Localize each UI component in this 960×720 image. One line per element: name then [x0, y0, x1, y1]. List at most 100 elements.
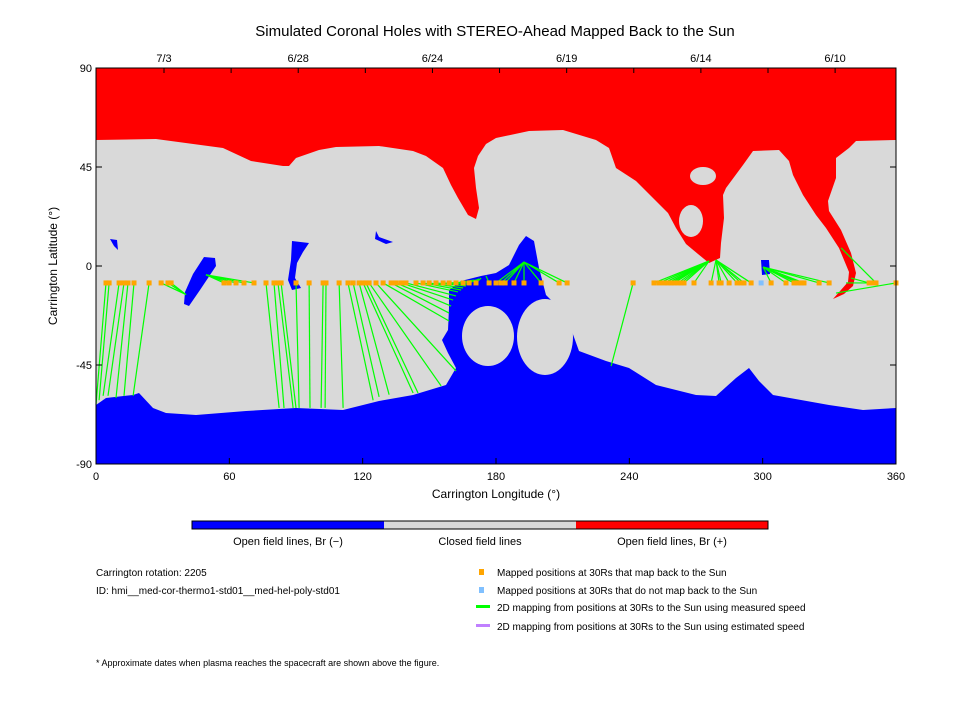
x-tick-label: 180: [487, 471, 505, 483]
mapped-point: [521, 280, 527, 286]
measured-mapping-line: [362, 282, 414, 394]
mapped-point: [350, 280, 356, 286]
mapped-point: [393, 280, 399, 286]
mapping-lines: [95, 247, 897, 408]
mapped-point: [795, 280, 801, 286]
mapped-point: [433, 280, 439, 286]
mapped-point: [306, 280, 312, 286]
date-label: 6/10: [824, 53, 845, 65]
mapped-point: [275, 280, 281, 286]
mapped-point: [366, 280, 372, 286]
mapped-point: [460, 280, 466, 286]
measured-mapping-line: [123, 282, 135, 396]
measured-mapping-line: [715, 259, 745, 284]
mapped-point: [651, 280, 657, 286]
measured-mapping-line: [132, 282, 150, 396]
mapped-point: [681, 280, 687, 286]
legend-mapped-marker: [479, 569, 484, 575]
date-label: 6/28: [288, 53, 309, 65]
mapped-point: [668, 280, 674, 286]
mapped-point: [241, 280, 247, 286]
mapped-point: [473, 280, 479, 286]
measured-mapping-line: [365, 282, 419, 394]
model-id: ID: hmi__med-cor-thermo1-std01__med-hel-…: [96, 586, 340, 597]
mapped-point: [466, 280, 472, 286]
mapped-point: [221, 280, 227, 286]
legend-measured-label: 2D mapping from positions at 30Rs to the…: [497, 603, 806, 614]
footnote: * Approximate dates when plasma reaches …: [96, 658, 439, 668]
coronal-hole-small-2: [288, 241, 309, 290]
mapped-point: [741, 280, 747, 286]
mapped-point: [486, 280, 492, 286]
measured-mapping-line: [523, 261, 542, 284]
mapped-point: [691, 280, 697, 286]
colorbar: Open field lines, Br (−) Closed field li…: [191, 520, 769, 548]
y-tick-label: -90: [76, 459, 92, 471]
mapped-point: [564, 280, 570, 286]
date-label: 6/24: [422, 53, 443, 65]
mapped-point: [665, 280, 671, 286]
coronal-hole-small-1: [110, 239, 118, 250]
mapped-point: [502, 280, 508, 286]
legend-estimated-label: 2D mapping from positions at 30Rs to the…: [497, 622, 804, 633]
date-label: 6/14: [690, 53, 711, 65]
mapped-point: [363, 280, 369, 286]
mapped-point: [278, 280, 284, 286]
colorbar-frame: [191, 520, 769, 530]
measured-mapping-line: [375, 282, 457, 372]
coronal-hole-streak: [375, 231, 393, 244]
y-tick-label: 0: [86, 261, 92, 273]
mapped-point: [426, 280, 432, 286]
mapped-point: [373, 280, 379, 286]
colorbar-open-positive: [576, 521, 768, 529]
mapped-point: [726, 280, 732, 286]
legend-mapped-label: Mapped positions at 30Rs that map back t…: [497, 568, 727, 579]
mapped-point: [380, 280, 386, 286]
colorbar-closed: [384, 521, 576, 529]
carrington-rotation: Carrington rotation: 2205: [96, 568, 207, 579]
measured-mapping-line: [835, 282, 897, 294]
measured-mapping-line: [295, 282, 300, 408]
measured-mapping-line: [338, 282, 344, 408]
mapped-point: [816, 280, 822, 286]
measured-mapping-line: [683, 260, 710, 284]
chart-title: Simulated Coronal Holes with STEREO-Ahea…: [255, 23, 734, 40]
y-axis-label: Carrington Latitude (°): [46, 207, 60, 325]
mapped-point: [511, 280, 517, 286]
measured-mapping-line: [840, 247, 877, 284]
mapped-point: [226, 280, 232, 286]
mapped-point: [116, 280, 122, 286]
measured-mapping-line: [762, 266, 787, 284]
measured-mapping-line: [610, 282, 634, 367]
y-tick-label: 90: [80, 63, 92, 75]
mapped-point: [768, 280, 774, 286]
y-tick-label: 45: [80, 162, 92, 174]
x-tick-label: 240: [620, 471, 638, 483]
mapped-point: [708, 280, 714, 286]
measured-mapping-line: [504, 261, 525, 284]
date-label: 6/19: [556, 53, 577, 65]
measured-mapping-line: [390, 282, 450, 314]
measured-mapping-line: [850, 277, 870, 284]
closed-field-egg-1: [462, 306, 514, 366]
mapped-point: [356, 280, 362, 286]
y-tick-labels: 90 45 0 -45 -90: [76, 63, 92, 471]
legend-estimated-line: [476, 624, 490, 627]
mapped-point: [678, 280, 684, 286]
x-tick-label: 60: [223, 471, 235, 483]
mapped-point: [493, 280, 499, 286]
measured-mapping-line: [358, 282, 390, 395]
measured-mapping-line: [710, 259, 717, 284]
mapped-point: [398, 280, 404, 286]
mapped-point: [103, 280, 109, 286]
coronal-hole-diagonal: [184, 257, 216, 306]
measured-mapping-line: [523, 261, 568, 284]
mapped-point: [801, 280, 807, 286]
measured-mapping-line: [400, 282, 454, 301]
legend-measured-line: [476, 605, 490, 608]
mapped-point: [345, 280, 351, 286]
mapped-point: [403, 280, 409, 286]
measured-mapping-line: [308, 282, 311, 408]
top-date-labels: 7/3 6/28 6/24 6/19 6/14 6/10: [156, 53, 845, 65]
